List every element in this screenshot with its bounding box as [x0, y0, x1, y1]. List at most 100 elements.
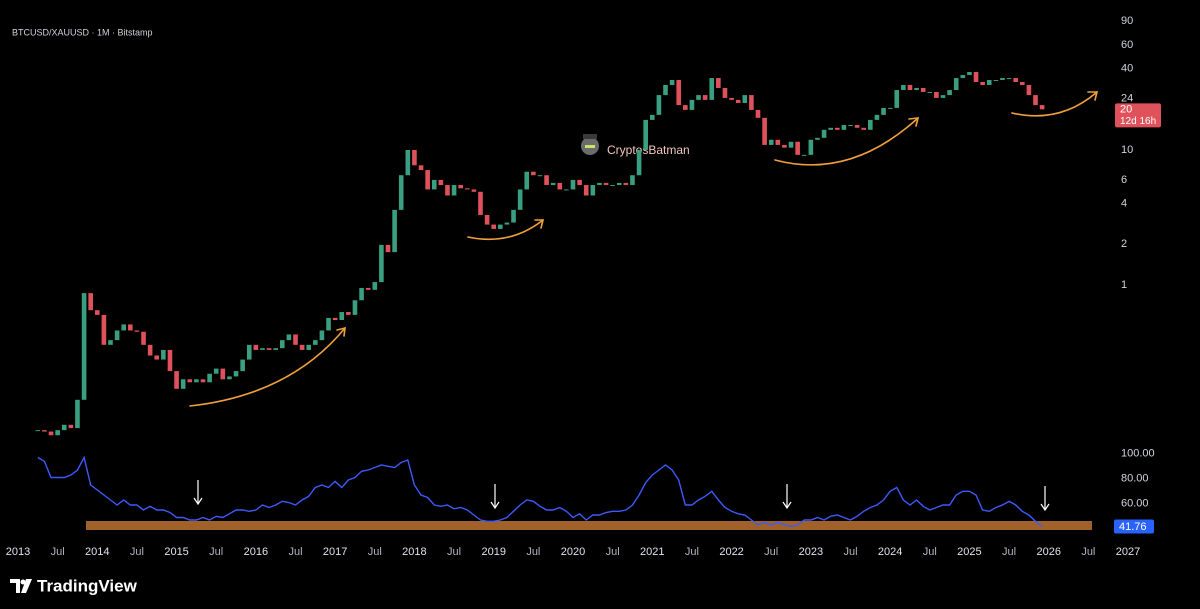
candle-body [1000, 78, 1005, 80]
candle-body [273, 348, 278, 350]
candle-body [504, 222, 510, 225]
candle-body [326, 317, 331, 331]
candle-body [768, 139, 774, 145]
candle-body [887, 107, 893, 109]
candle-body [498, 224, 503, 229]
x-tick-label: 2013 [6, 546, 30, 558]
candle-body [815, 137, 820, 140]
candle-body [630, 175, 635, 186]
candle-body [894, 90, 900, 108]
brand-name: TradingView [37, 576, 138, 595]
candle-body [735, 99, 741, 103]
candle-body [570, 179, 576, 190]
candle-body [464, 188, 470, 190]
candle-body [134, 330, 140, 332]
price-label-box [1115, 103, 1161, 128]
candle-body [299, 344, 305, 350]
candle-body [947, 90, 952, 96]
x-tick-label: Jul [51, 546, 65, 558]
candle-body [55, 430, 60, 436]
candle-body [94, 310, 100, 315]
candle-body [788, 141, 794, 148]
candle-body [940, 95, 946, 98]
x-tick-label: Jul [288, 546, 302, 558]
candle-body [194, 379, 199, 383]
y-tick-label: 1 [1121, 279, 1127, 291]
x-tick-label: Jul [606, 546, 620, 558]
candle-body [544, 175, 549, 186]
oversold-band [86, 521, 1092, 530]
candle-body [511, 209, 516, 223]
candle-body [709, 78, 715, 100]
candle-body [279, 340, 285, 349]
candle-body [861, 127, 867, 130]
indicator-tick-label: 100.00 [1121, 448, 1155, 460]
x-tick-label: Jul [843, 546, 857, 558]
candle-body [141, 331, 146, 345]
candle-body [986, 79, 992, 85]
candle-body [180, 379, 186, 389]
x-tick-label: Jul [1081, 546, 1095, 558]
candle-body [260, 348, 265, 350]
candle-body [1013, 78, 1018, 82]
candle-body [517, 189, 523, 210]
candle-body [108, 340, 113, 345]
candle-body [564, 189, 569, 191]
x-tick-label: 2020 [561, 546, 585, 558]
candle-body [227, 376, 232, 380]
indicator-label: 41.76 [1119, 521, 1147, 533]
candle-body [762, 117, 767, 145]
chart-title: BTCUSD/XAUUSD · 1M · Bitstamp [12, 27, 153, 37]
candle-body [392, 209, 397, 253]
x-tick-label: Jul [526, 546, 540, 558]
candle-body [359, 287, 364, 301]
candle-body [834, 127, 840, 130]
candle-body [1006, 78, 1012, 80]
candle-body [934, 91, 939, 98]
x-tick-label: 2021 [640, 546, 664, 558]
x-tick-label: 2015 [164, 546, 188, 558]
candle-body [1033, 95, 1038, 106]
candle-body [458, 185, 463, 189]
candle-body [920, 87, 926, 92]
candle-body [669, 79, 675, 85]
candle-body [293, 334, 298, 345]
candle-body [405, 149, 411, 176]
candle-body [973, 72, 979, 82]
signal-arrows [193, 480, 1050, 512]
y-tick-label: 6 [1121, 174, 1127, 186]
watermark-icon [581, 134, 599, 155]
indicator-line [37, 455, 1043, 528]
candle-body [716, 78, 721, 88]
candle-body [1026, 84, 1032, 96]
candle-body [88, 293, 93, 311]
candle-body [372, 282, 378, 290]
indicator-tick-label: 60.00 [1121, 498, 1149, 510]
candle-body [306, 344, 312, 350]
candle-body [907, 84, 913, 91]
y-tick-label: 90 [1121, 15, 1133, 27]
candle-body [953, 78, 959, 91]
candle-body [161, 349, 166, 360]
y-tick-label: 2 [1121, 238, 1127, 250]
candle-body [319, 330, 325, 341]
candle-body [346, 312, 351, 315]
candle-body [1039, 105, 1045, 110]
candle-body [927, 91, 933, 93]
candle-body [42, 430, 47, 432]
candle-body [597, 182, 602, 186]
candle-body [491, 224, 497, 229]
candle-body [821, 129, 827, 138]
candle-body [385, 244, 391, 253]
x-tick-label: Jul [685, 546, 699, 558]
candle-body [220, 368, 226, 380]
candle-body [967, 72, 972, 76]
candle-body [531, 171, 536, 176]
candle-body [841, 125, 847, 130]
x-tick-label: Jul [1002, 546, 1016, 558]
candle-body [207, 373, 212, 383]
candle-body [35, 430, 41, 432]
candle-body [451, 185, 457, 196]
x-tick-label: 2024 [878, 546, 902, 558]
